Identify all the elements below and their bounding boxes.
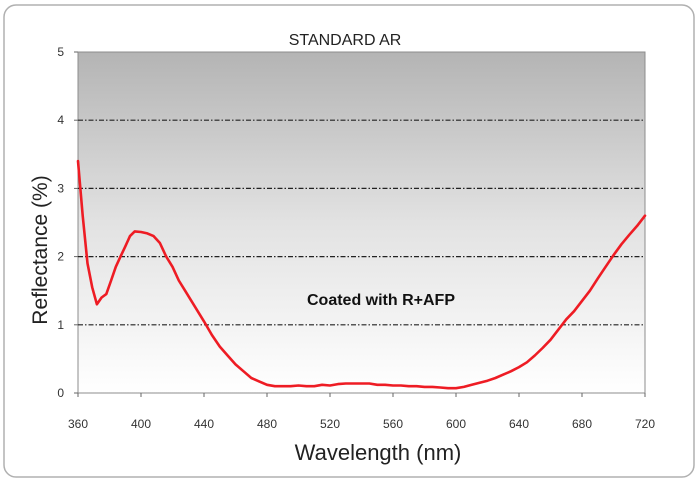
y-tick-label: 2 [57, 250, 64, 264]
y-tick-label: 5 [57, 45, 64, 59]
y-axis-ticks: 0 1 2 3 4 5 [57, 45, 78, 400]
y-tick-label: 1 [57, 318, 64, 332]
chart-title: STANDARD AR [289, 32, 402, 49]
y-axis-label: Reflectance (%) [29, 175, 52, 324]
x-tick-label: 520 [320, 417, 340, 431]
x-tick-label: 400 [131, 417, 151, 431]
x-tick-label: 560 [383, 417, 403, 431]
x-tick-label: 640 [509, 417, 529, 431]
y-tick-label: 3 [57, 181, 64, 195]
x-tick-label: 480 [257, 417, 277, 431]
x-tick-label: 720 [635, 417, 655, 431]
reflectance-series-line [76, 159, 647, 390]
y-tick-label: 0 [57, 386, 64, 400]
plot-area [77, 51, 646, 394]
chart-annotation: Coated with R+AFP [307, 292, 455, 309]
y-tick-label: 4 [57, 113, 64, 127]
x-tick-label: 600 [446, 417, 466, 431]
x-tick-label: 680 [572, 417, 592, 431]
x-axis-ticks: 360 400 440 480 520 560 600 640 680 720 [68, 393, 655, 431]
grid-lines [78, 119, 645, 326]
x-tick-label: 440 [194, 417, 214, 431]
x-tick-label: 360 [68, 417, 88, 431]
x-axis-label: Wavelength (nm) [295, 440, 462, 465]
